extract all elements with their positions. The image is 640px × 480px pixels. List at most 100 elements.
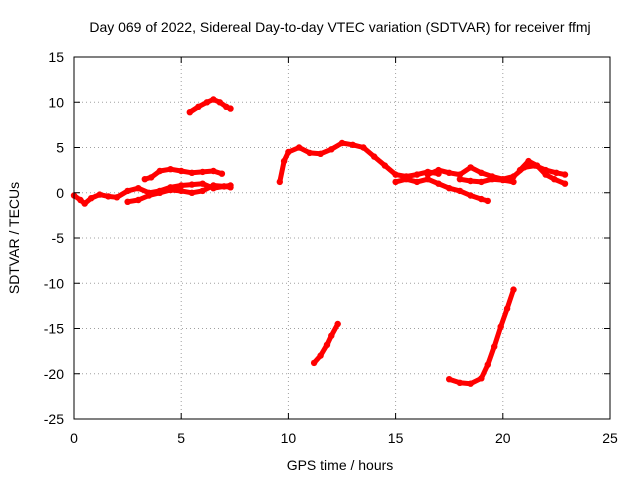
data-point [210, 167, 217, 175]
data-point [561, 171, 569, 178]
data-point [141, 176, 148, 183]
data-point [446, 376, 453, 383]
data-point [542, 171, 549, 178]
data-point [199, 168, 206, 176]
data-point [456, 176, 464, 183]
x-tick-label: 15 [388, 430, 404, 446]
data-point [323, 341, 331, 348]
data-point [317, 352, 324, 359]
data-point [145, 192, 153, 199]
axis-ticks [73, 56, 611, 420]
data-point [446, 169, 453, 176]
chart-title: Day 069 of 2022, Sidereal Day-to-day VTE… [89, 19, 590, 35]
data-point [478, 169, 485, 176]
data-point [488, 176, 496, 183]
data-point [210, 96, 217, 103]
data-point [484, 361, 491, 368]
data-point [413, 178, 421, 186]
data-point [467, 380, 474, 387]
data-point [381, 162, 389, 169]
data-point [491, 343, 498, 350]
data-point [392, 178, 399, 186]
grid [74, 57, 610, 419]
data-point [435, 180, 442, 187]
y-tick-label: -5 [52, 230, 65, 246]
data-point [199, 180, 206, 187]
y-tick-label: -10 [44, 275, 64, 291]
data-point [167, 186, 174, 194]
y-axis-label: SDTVAR / TECUs [6, 182, 22, 294]
data-point [188, 189, 196, 196]
x-tick-label: 0 [70, 430, 78, 446]
y-tick-label: -25 [44, 411, 64, 427]
data-series-track-6 [393, 176, 491, 204]
data-point [227, 184, 234, 191]
data-point [124, 187, 131, 195]
data-point [178, 187, 185, 195]
data-point [413, 171, 421, 178]
data-point [77, 196, 84, 204]
y-tick-label: 10 [48, 94, 64, 110]
data-point [178, 167, 185, 175]
data-point [349, 141, 356, 148]
data-point [467, 177, 474, 185]
data-point [188, 169, 196, 176]
data-point [210, 182, 217, 189]
data-point [81, 200, 88, 207]
data-point [467, 164, 474, 171]
data-point [195, 103, 202, 111]
data-point [280, 157, 288, 165]
data-point [435, 166, 442, 174]
data-point [216, 99, 223, 106]
data-point [328, 146, 335, 153]
data-point [338, 139, 346, 147]
x-tick-label: 10 [281, 430, 297, 446]
data-point [503, 305, 511, 312]
data-point [553, 169, 560, 176]
data-point [360, 144, 367, 151]
data-point [113, 194, 121, 201]
data-point [478, 178, 485, 186]
data-point [478, 195, 485, 203]
data-point [96, 191, 103, 198]
data-point [516, 166, 524, 174]
data-point [456, 171, 464, 178]
data-point [499, 176, 506, 184]
y-tick-labels: -25 -20 -15 -10 -5 0 5 10 15 [44, 49, 64, 427]
data-point [446, 185, 453, 192]
data-point [306, 149, 313, 157]
data-point [88, 195, 95, 202]
data-point [105, 193, 112, 200]
data-point [478, 375, 485, 382]
data-point [328, 332, 335, 339]
data-point [148, 174, 155, 181]
x-tick-labels: 0 5 10 15 20 25 [70, 430, 618, 446]
y-tick-label: 0 [56, 185, 64, 201]
y-tick-label: 5 [56, 140, 64, 156]
data-point [456, 187, 464, 195]
data-point [424, 176, 431, 183]
data-point [167, 166, 174, 173]
y-tick-label: -15 [44, 321, 64, 337]
data-point [533, 162, 541, 169]
data-point [497, 323, 504, 330]
data-point [188, 181, 196, 188]
data-point [285, 148, 292, 156]
data-point [135, 185, 142, 192]
data-point [371, 153, 378, 160]
data-point [295, 144, 303, 151]
data-point [334, 320, 341, 328]
data-point [525, 157, 532, 165]
y-tick-label: -20 [44, 366, 64, 382]
data-point [561, 180, 569, 187]
data-point [156, 167, 163, 175]
data-point [484, 197, 491, 205]
data-point [403, 176, 410, 183]
data-point [510, 178, 517, 186]
data-point [178, 182, 185, 189]
data-point [467, 192, 474, 199]
data-point [424, 171, 431, 178]
x-tick-label: 20 [495, 430, 511, 446]
data-point [317, 150, 324, 157]
